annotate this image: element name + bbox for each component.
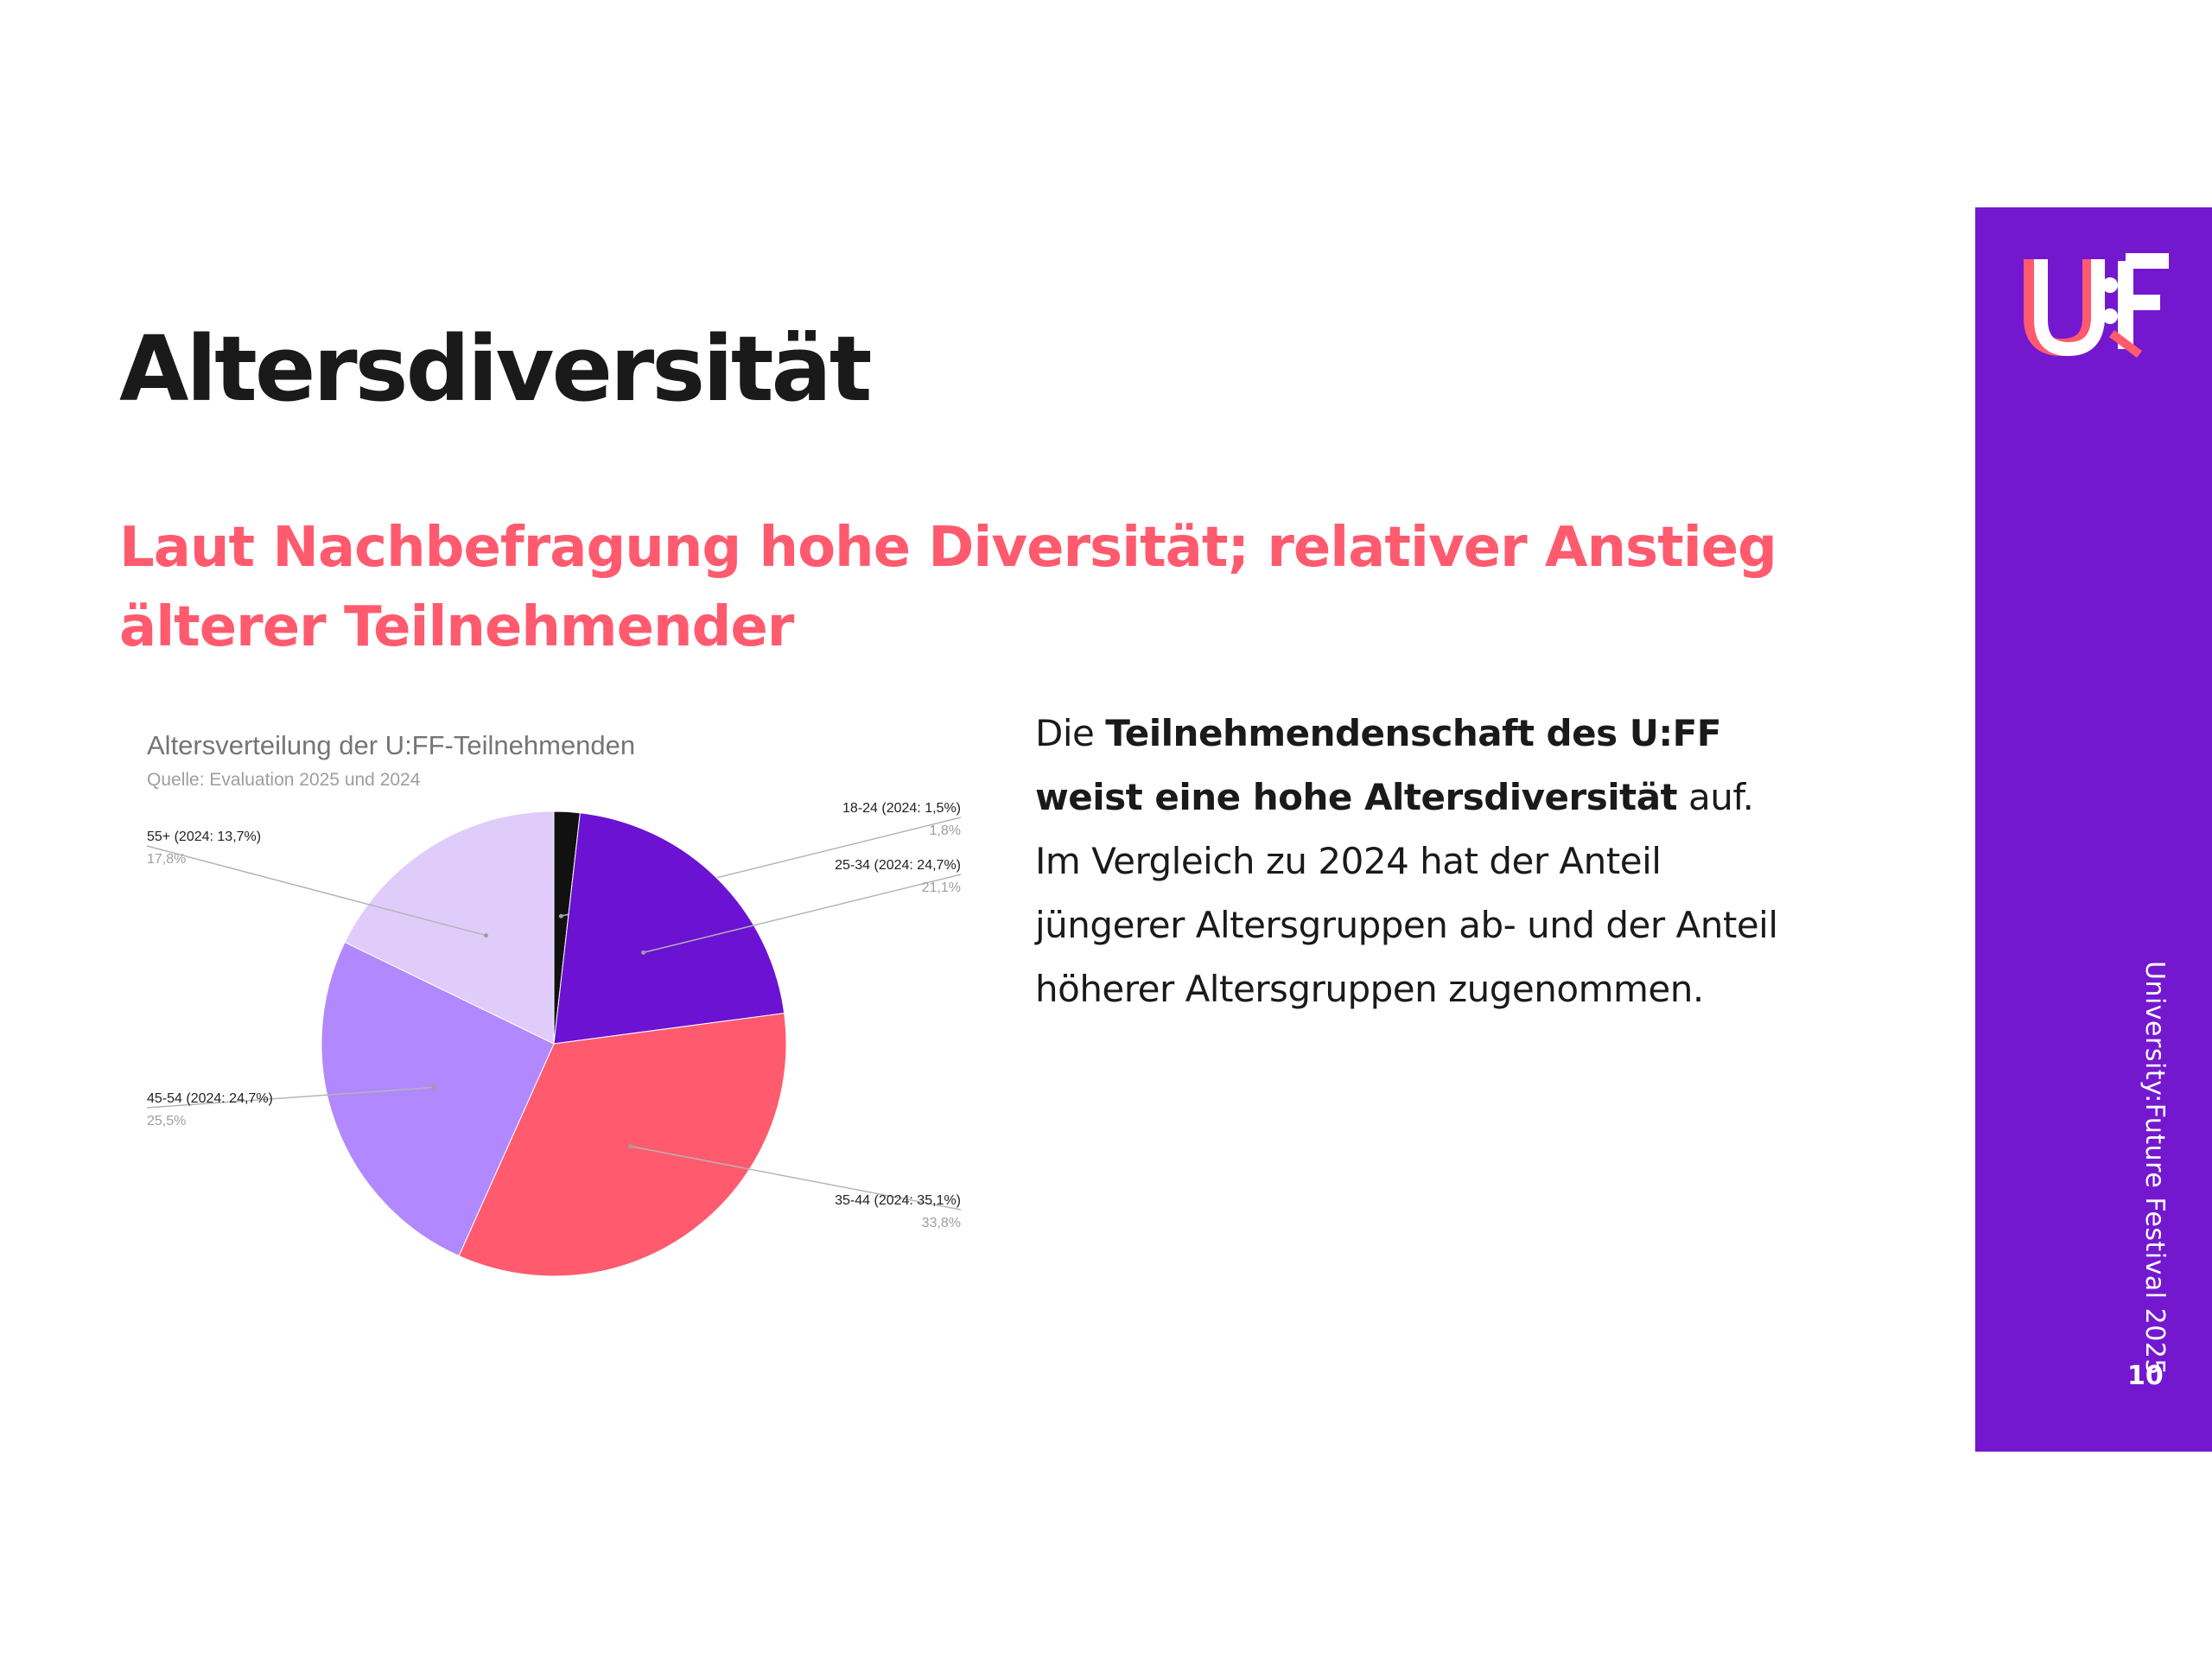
slice-value-label: 17,8%: [147, 852, 186, 867]
slide-subtitle: Laut Nachbefragung hohe Diversität; rela…: [119, 516, 1777, 659]
slice-label: 25-34 (2024: 24,7%): [835, 858, 961, 873]
slide-title: Altersdiversität: [119, 316, 872, 422]
pie-slice: [344, 810, 555, 1045]
leader-dot: [641, 950, 646, 955]
body-text: Die Teilnehmendenschaft des U:FF weist e…: [1035, 702, 1796, 1021]
slice-label: 35-44 (2024: 35,1%): [835, 1193, 961, 1208]
leader-line: [630, 1145, 962, 1211]
body-text-bold: Teilnehmendenschaft des U:FF weist eine …: [1035, 712, 1722, 818]
leader-line: [643, 874, 962, 954]
festival-name: University:Future Festival 2025: [2139, 961, 2170, 1376]
pie-slice: [458, 1013, 787, 1277]
slice-value-label: 21,1%: [922, 880, 961, 895]
slice-label: 18-24 (2024: 1,5%): [842, 801, 961, 816]
page-number: 10: [2127, 1361, 2164, 1391]
leader-line: [146, 1086, 435, 1109]
leader-dot: [484, 933, 489, 938]
leader-dot: [558, 913, 563, 918]
slice-value-label: 25,5%: [147, 1114, 186, 1128]
pie-slice: [553, 812, 785, 1045]
side-panel: [1975, 207, 2212, 1452]
pie-slice: [321, 941, 555, 1257]
leader-dot: [431, 1085, 436, 1090]
slice-value-label: 1,8%: [930, 823, 961, 838]
slice-label: 55+ (2024: 13,7%): [147, 830, 261, 844]
body-text-part2: auf. Im Vergleich zu 2024 hat der Anteil…: [1035, 776, 1778, 1010]
leader-dot: [627, 1144, 632, 1149]
chart-source: Quelle: Evaluation 2025 und 2024: [147, 770, 421, 790]
body-text-part1: Die: [1035, 712, 1106, 754]
uff-logo: [2024, 253, 2169, 358]
slice-label: 45-54 (2024: 24,7%): [147, 1091, 273, 1106]
chart-title: Altersverteilung der U:FF-Teilnehmenden: [147, 730, 636, 760]
pie-chart: 18-24 (2024: 1,5%) 1,8% 25-34 (2024: 24,7%…: [146, 801, 962, 1277]
leader-line: [146, 845, 486, 937]
slice-value-label: 33,8%: [922, 1216, 961, 1230]
